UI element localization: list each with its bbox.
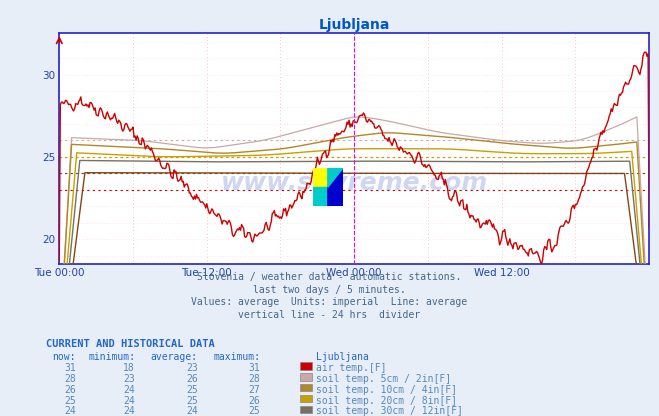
Text: 24: 24 — [123, 385, 135, 395]
Text: 23: 23 — [186, 363, 198, 373]
Text: 25: 25 — [186, 385, 198, 395]
Bar — [313, 168, 328, 187]
Text: 31: 31 — [248, 363, 260, 373]
Text: 26: 26 — [186, 374, 198, 384]
Text: soil temp. 30cm / 12in[F]: soil temp. 30cm / 12in[F] — [316, 406, 463, 416]
Text: 31: 31 — [64, 363, 76, 373]
Text: 26: 26 — [64, 385, 76, 395]
Text: soil temp. 20cm / 8in[F]: soil temp. 20cm / 8in[F] — [316, 396, 457, 406]
Text: 25: 25 — [186, 396, 198, 406]
Text: soil temp. 10cm / 4in[F]: soil temp. 10cm / 4in[F] — [316, 385, 457, 395]
Text: average:: average: — [151, 352, 198, 362]
Polygon shape — [328, 168, 343, 206]
Text: last two days / 5 minutes.: last two days / 5 minutes. — [253, 285, 406, 295]
Text: minimum:: minimum: — [88, 352, 135, 362]
Text: air temp.[F]: air temp.[F] — [316, 363, 387, 373]
Text: 24: 24 — [123, 406, 135, 416]
Text: CURRENT AND HISTORICAL DATA: CURRENT AND HISTORICAL DATA — [46, 339, 215, 349]
Text: 28: 28 — [248, 374, 260, 384]
Bar — [328, 187, 343, 206]
Text: 18: 18 — [123, 363, 135, 373]
Text: maximum:: maximum: — [214, 352, 260, 362]
Text: www.si-vreme.com: www.si-vreme.com — [221, 171, 488, 196]
Text: 25: 25 — [64, 396, 76, 406]
Text: Ljubljana: Ljubljana — [316, 352, 369, 362]
Text: 24: 24 — [186, 406, 198, 416]
Text: 25: 25 — [248, 406, 260, 416]
Bar — [313, 187, 328, 206]
Text: soil temp. 5cm / 2in[F]: soil temp. 5cm / 2in[F] — [316, 374, 451, 384]
Text: 26: 26 — [248, 396, 260, 406]
Text: Slovenia / weather data - automatic stations.: Slovenia / weather data - automatic stat… — [197, 272, 462, 282]
Text: 28: 28 — [64, 374, 76, 384]
Polygon shape — [328, 168, 343, 187]
Text: 24: 24 — [123, 396, 135, 406]
Title: Ljubljana: Ljubljana — [318, 18, 390, 32]
Text: 27: 27 — [248, 385, 260, 395]
Text: Values: average  Units: imperial  Line: average: Values: average Units: imperial Line: av… — [191, 297, 468, 307]
Text: now:: now: — [52, 352, 76, 362]
Text: 23: 23 — [123, 374, 135, 384]
Polygon shape — [328, 168, 343, 187]
Text: vertical line - 24 hrs  divider: vertical line - 24 hrs divider — [239, 310, 420, 320]
Text: 24: 24 — [64, 406, 76, 416]
